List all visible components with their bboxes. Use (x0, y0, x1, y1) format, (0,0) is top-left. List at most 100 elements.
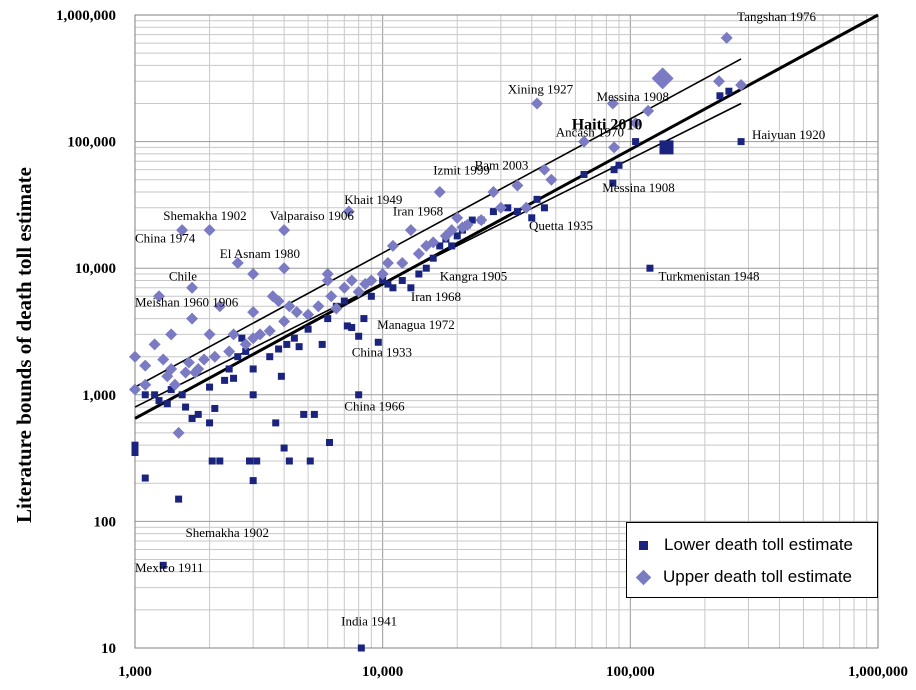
upper-estimate-point (192, 362, 205, 375)
upper-estimate-point (239, 338, 252, 351)
upper-estimate-point (487, 185, 500, 198)
x-tick-label: 1,000 (118, 664, 152, 680)
upper-estimate-point (520, 201, 533, 214)
lower-estimate-point (249, 365, 257, 373)
upper-estimate-point (198, 353, 211, 366)
lower-estimate-point (343, 322, 351, 330)
lower-estimate-point (167, 386, 175, 394)
y-tick-label: 1,000 (82, 388, 116, 404)
lower-estimate-point (357, 644, 365, 652)
upper-estimate-point (208, 350, 221, 363)
annotation-label: Iran 1968 (411, 289, 461, 304)
annotation-label: Messina 1908 (602, 180, 675, 195)
upper-estimate-point (342, 205, 355, 218)
lower-estimate-point (211, 404, 219, 412)
main-diagonal-line (134, 13, 879, 420)
upper-estimate-point (451, 211, 464, 224)
lower-estimate-point (225, 365, 233, 373)
upper-estimate-point (179, 366, 192, 379)
y-tick-label: 100 (94, 514, 117, 530)
lower-estimate-point (489, 208, 497, 216)
annotation-label: Haiti 2010 (572, 116, 643, 133)
lower-estimate-point (318, 340, 326, 348)
upper-estimate-point (203, 224, 216, 237)
upper-estimate-point (231, 256, 244, 269)
legend-label-upper: Upper death toll estimate (663, 567, 852, 586)
lower-estimate-point (513, 208, 521, 216)
lower-estimate-point (306, 457, 314, 465)
lower-estimate-point (280, 444, 288, 452)
lower-estimate-point (295, 343, 303, 351)
annotation-label: India 1941 (341, 614, 397, 629)
annotation-label: Haiyuan 1920 (752, 127, 825, 142)
upper-estimate-point (606, 97, 619, 110)
upper-estimate-point (531, 97, 544, 110)
upper-estimate-point (642, 104, 655, 117)
upper-estimate-point (577, 135, 590, 148)
annotation-label: Meishan 1960 1906 (135, 294, 239, 309)
upper-estimate-point (433, 185, 446, 198)
upper-estimate-point (247, 306, 260, 319)
annotation-label: Ancash 1970 (556, 124, 624, 139)
upper-estimate-point (272, 295, 285, 308)
upper-estimate-point (735, 78, 748, 91)
annotation-label: Shemakha 1902 (163, 208, 246, 223)
lower-estimate-point (422, 264, 430, 272)
lower-estimate-point (384, 280, 392, 288)
upper-estimate-point (608, 141, 621, 154)
lower-estimate-point (407, 284, 415, 292)
upper-estimate-point (365, 274, 378, 287)
lower-estimate-point (141, 474, 149, 482)
lower-estimate-point (374, 338, 382, 346)
lower-estimate-point (453, 232, 461, 240)
lower-estimate-points (131, 87, 745, 652)
lower-estimate-point (367, 292, 375, 300)
upper-estimate-point (396, 256, 409, 269)
lower-estimate-point (609, 179, 617, 187)
x-tick-label: 10,000 (362, 664, 403, 680)
lower-estimate-point (242, 347, 250, 355)
upper-estimate-point (148, 338, 161, 351)
lower-estimate-point (340, 297, 348, 305)
upper-estimate-point (321, 274, 334, 287)
lower-estimate-point (716, 92, 724, 100)
upper-estimate-point (511, 179, 524, 192)
upper-estimate-point (345, 274, 358, 287)
lower-estimate-point (533, 195, 541, 203)
legend-entry-upper: Upper death toll estimate (635, 564, 852, 590)
upper-estimate-point (283, 300, 296, 313)
upper-estimate-point (494, 201, 507, 214)
upper-estimate-point (338, 281, 351, 294)
lower-estimate-point (398, 276, 406, 284)
lower-estimate-point (249, 391, 257, 399)
upper-estimate-point (278, 262, 291, 275)
lower-estimate-point (504, 204, 512, 212)
lower-estimate-point (737, 138, 745, 146)
lower-estimate-point (216, 457, 224, 465)
upper-estimate-point (712, 75, 725, 88)
lower-estimate-point (141, 391, 149, 399)
upper-estimate-point (404, 224, 417, 237)
annotation-label: Xining 1927 (508, 81, 574, 96)
lower-estimate-point (290, 334, 298, 342)
upper-estimate-point (139, 378, 152, 391)
lower-estimate-point (159, 561, 167, 569)
legend-entry-lower: Lower death toll estimate (639, 532, 853, 558)
upper-estimate-point (165, 362, 178, 375)
upper-estimate-point (182, 356, 195, 369)
upper-estimate-point (386, 239, 399, 252)
annotation-label: Iran 1968 (393, 204, 443, 219)
annotation-label: Quetta 1935 (529, 218, 593, 233)
upper-estimate-point (213, 300, 226, 313)
lower-estimate-point (188, 414, 196, 422)
upper-estimate-point (247, 267, 260, 280)
upper-estimate-point (445, 224, 458, 237)
lower-estimate-point (175, 495, 183, 503)
lower-estimate-point (448, 242, 456, 250)
upper-estimate-point (538, 163, 551, 176)
lower-estimate-point (206, 383, 214, 391)
upper-estimate-point (278, 315, 291, 328)
y-tick-label: 10 (101, 641, 116, 657)
event-annotations: Tangshan 1976 Haiti 2010 Xining 1927 Messin… (135, 9, 825, 629)
annotation-label: Messina 1908 (596, 89, 669, 104)
